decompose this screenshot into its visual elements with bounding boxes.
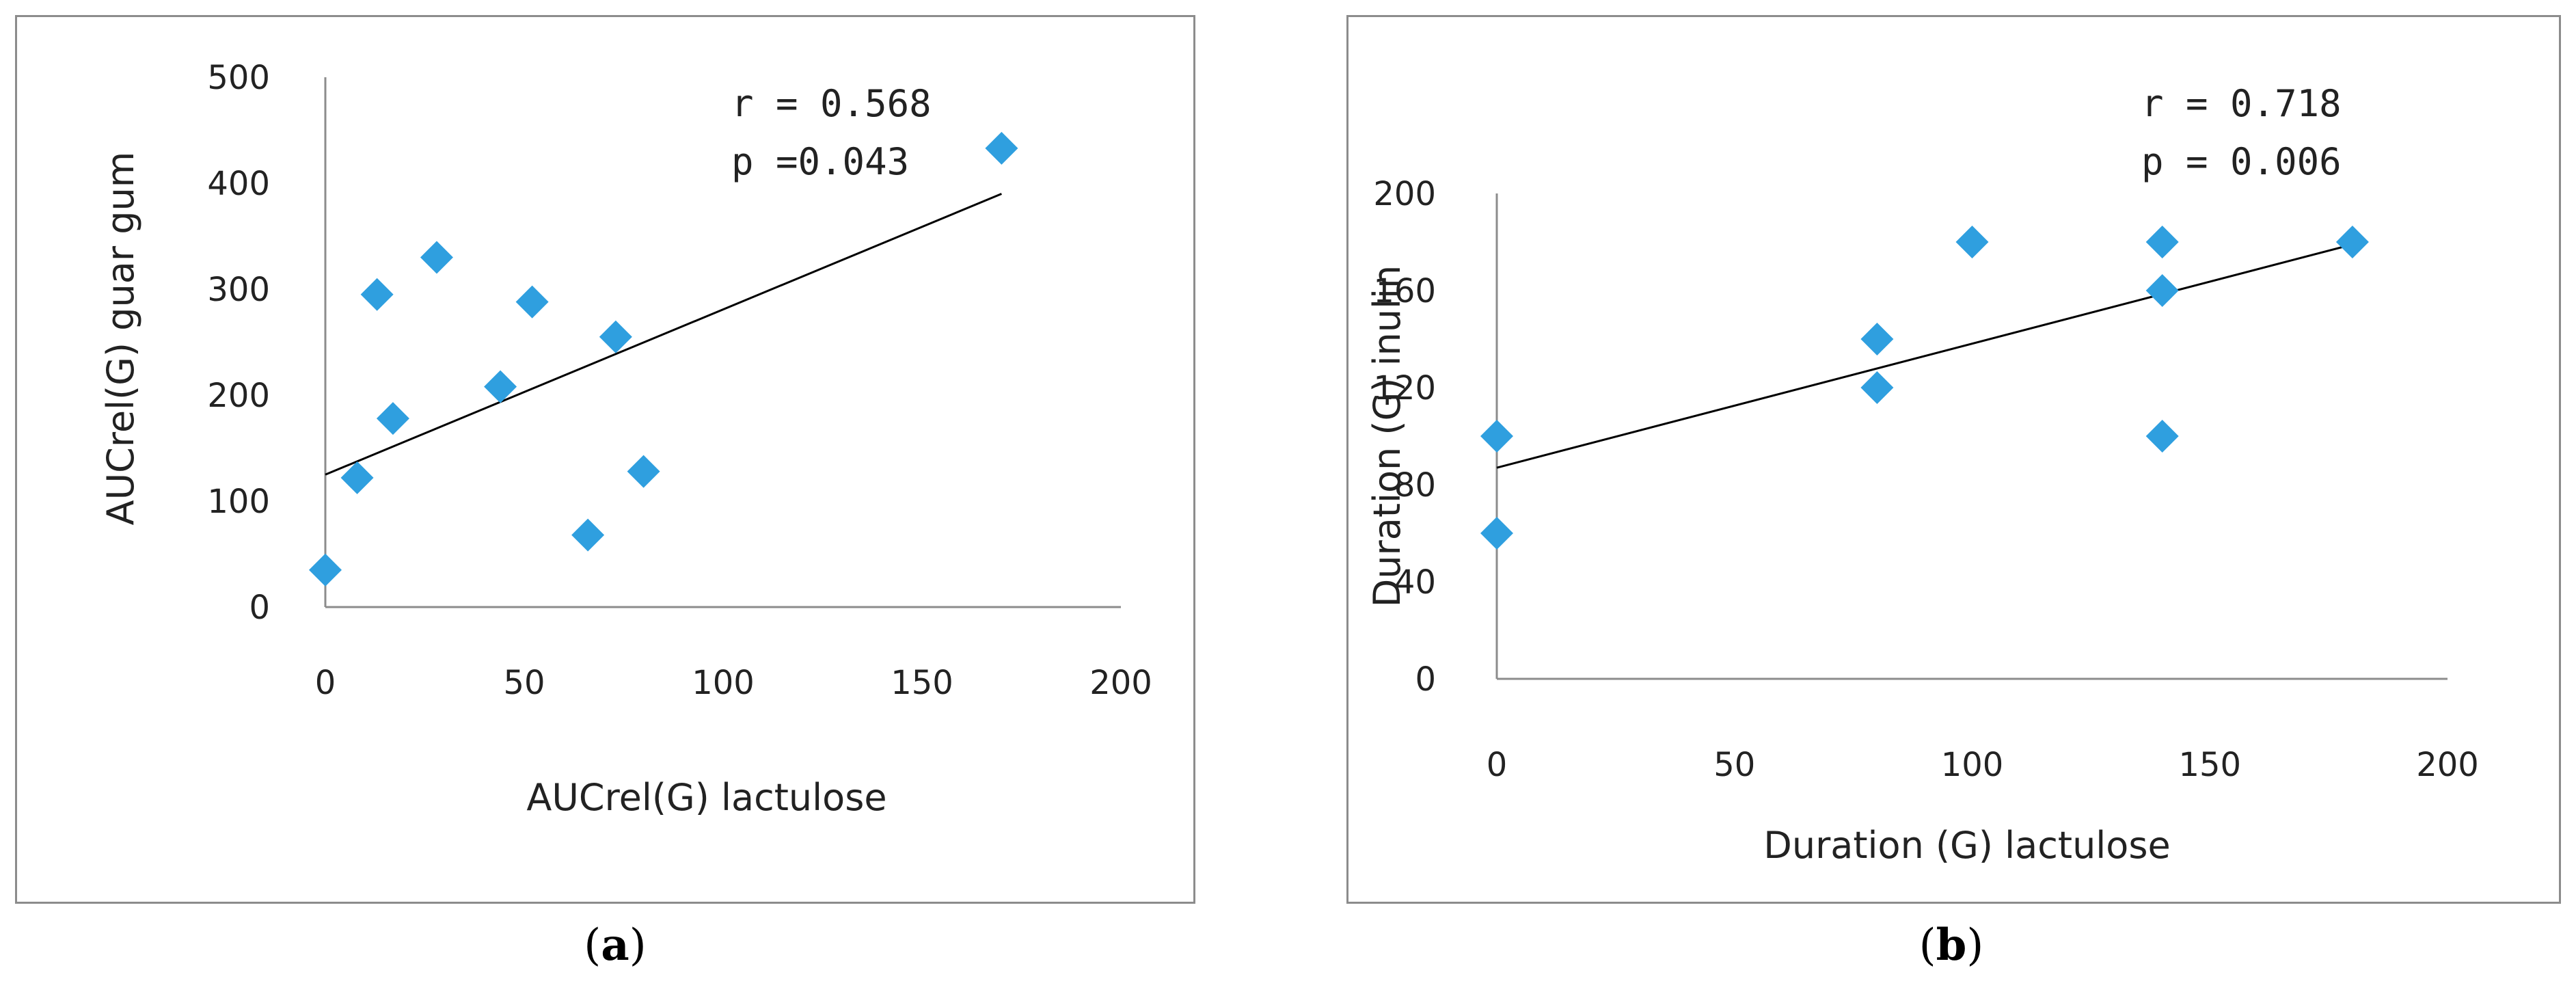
scatter-chart-b: 0 50 100 150 200 0 40 80 120 160 200 Duration (G) l… xyxy=(1366,82,2479,867)
y-tick-label: 0 xyxy=(1415,660,1436,699)
x-tick-label: 50 xyxy=(1713,746,1755,784)
scatter-chart-a: 0 50 100 150 200 0 100 200 300 400 500 AUCrel(G) la… xyxy=(99,59,1152,819)
x-tick-label: 100 xyxy=(1941,746,2004,784)
y-tick-label: 80 xyxy=(1394,466,1436,505)
chart-panel-a: 0 50 100 150 200 0 100 200 300 400 500 AUCrel(G) la… xyxy=(15,15,1195,904)
y-tick-label: 40 xyxy=(1394,563,1436,602)
data-point xyxy=(1480,517,1513,550)
data-point xyxy=(2145,420,2179,453)
y-tick-label: 300 xyxy=(207,271,270,309)
data-point xyxy=(360,278,394,311)
data-point xyxy=(985,131,1018,165)
y-tick-label: 0 xyxy=(249,589,270,627)
x-tick-label: 50 xyxy=(503,664,545,702)
data-point xyxy=(340,461,374,494)
y-tick-label: 120 xyxy=(1373,369,1436,407)
y-tick-label: 200 xyxy=(207,377,270,415)
data-point xyxy=(571,518,605,552)
data-point xyxy=(376,402,409,435)
data-point xyxy=(309,553,342,587)
x-axis-title: Duration (G) lactulose xyxy=(1763,824,2170,867)
y-tick-label: 100 xyxy=(207,483,270,521)
y-tick-label: 160 xyxy=(1373,272,1436,310)
x-tick-label: 0 xyxy=(315,664,336,702)
x-tick-label: 0 xyxy=(1487,746,1508,784)
x-tick-label: 100 xyxy=(692,664,755,702)
data-point xyxy=(484,370,517,403)
trendline xyxy=(1496,243,2353,469)
panel-caption-a: (a) xyxy=(584,919,647,971)
y-axis-title: AUCrel(G) guar gum xyxy=(99,152,142,526)
data-point xyxy=(627,455,660,488)
correlation-r-label: r = 0.718 xyxy=(2141,82,2342,125)
data-point xyxy=(2335,226,2369,258)
data-point xyxy=(1860,371,1894,404)
data-point xyxy=(1955,226,1989,258)
trendline xyxy=(325,193,1002,476)
data-point xyxy=(420,241,453,274)
data-point xyxy=(1480,420,1513,453)
p-value-label: p =0.043 xyxy=(731,140,909,183)
y-axis-title: Duration (G) inulin xyxy=(1366,265,1409,608)
panel-label-a: a xyxy=(601,919,629,971)
y-tick-label: 400 xyxy=(207,165,270,203)
chart-panel-b: 0 50 100 150 200 0 40 80 120 160 200 Duration (G) l… xyxy=(1346,15,2561,904)
data-point xyxy=(599,320,632,353)
p-value-label: p = 0.006 xyxy=(2141,140,2342,183)
data-point xyxy=(2145,226,2179,258)
x-tick-label: 150 xyxy=(891,664,953,702)
x-tick-label: 200 xyxy=(2416,746,2479,784)
data-point xyxy=(1860,323,1894,355)
data-point xyxy=(2145,274,2179,307)
data-point xyxy=(515,285,549,319)
panel-label-b: b xyxy=(1936,919,1967,971)
x-axis-title: AUCrel(G) lactulose xyxy=(526,776,886,819)
y-tick-label: 500 xyxy=(207,59,270,97)
y-tick-label: 200 xyxy=(1373,175,1436,213)
x-tick-label: 150 xyxy=(2178,746,2241,784)
correlation-r-label: r = 0.568 xyxy=(731,82,932,125)
panel-caption-b: (b) xyxy=(1919,919,1984,971)
x-tick-label: 200 xyxy=(1089,664,1152,702)
